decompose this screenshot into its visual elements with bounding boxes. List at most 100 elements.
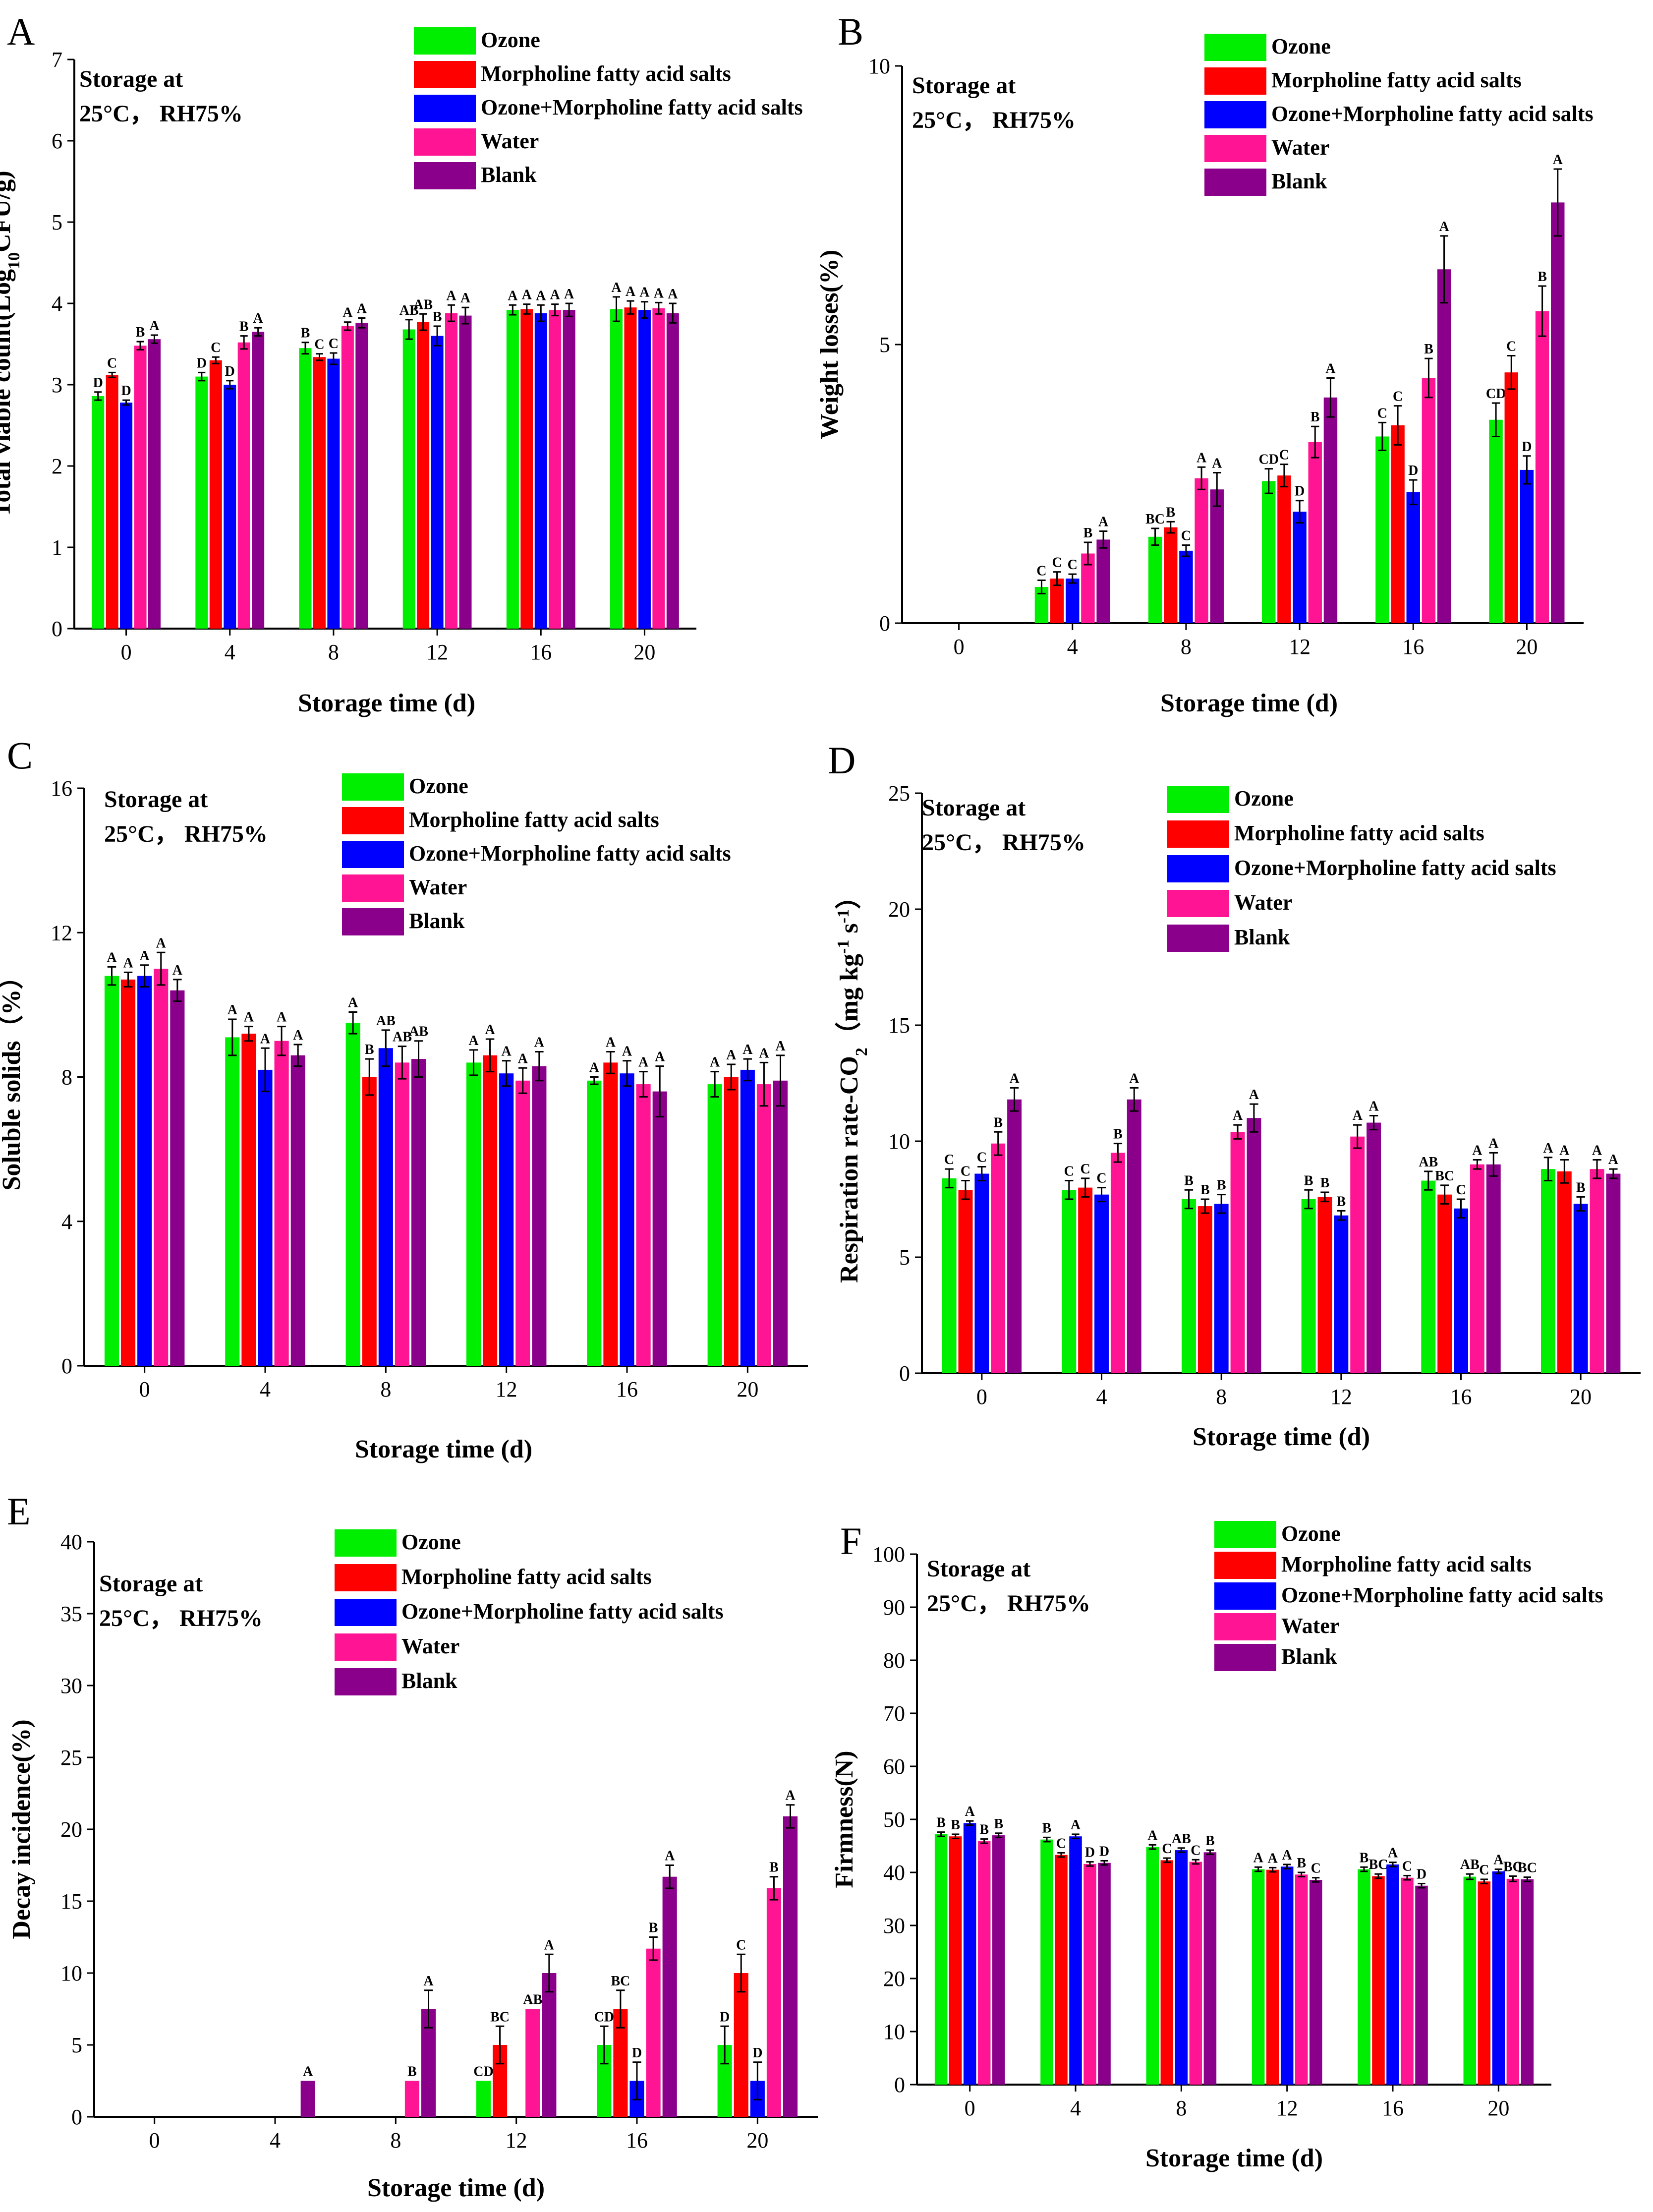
significance-label: A xyxy=(446,288,456,303)
x-tick-label: 0 xyxy=(121,640,132,664)
bar xyxy=(1040,1839,1053,2085)
bar xyxy=(1551,202,1565,623)
storage-note: 25°C， RH75% xyxy=(104,821,268,847)
bar xyxy=(1280,1866,1294,2085)
bar xyxy=(1415,1885,1428,2085)
significance-label: B xyxy=(1184,1173,1194,1188)
bar xyxy=(520,309,533,629)
significance-label: A xyxy=(1553,152,1563,168)
y-tick-label: 5 xyxy=(879,333,890,357)
significance-label: B xyxy=(1360,1850,1369,1865)
significance-label: B xyxy=(301,326,310,341)
bar xyxy=(1160,1860,1174,2085)
significance-label: A xyxy=(468,1033,479,1048)
y-tick-label: 10 xyxy=(888,1129,910,1154)
significance-label: C xyxy=(1081,1162,1090,1177)
significance-label: A xyxy=(1254,1850,1264,1865)
significance-label: A xyxy=(544,1937,555,1953)
y-tick-label: 90 xyxy=(883,1595,905,1620)
legend-swatch xyxy=(1167,820,1229,848)
legend-label: Ozone+Morpholine fatty acid salts xyxy=(1271,102,1594,126)
legend-label: Ozone xyxy=(409,774,468,798)
bar xyxy=(624,307,637,629)
bar xyxy=(300,2081,315,2117)
x-tick-label: 4 xyxy=(270,2128,281,2153)
legend-label: Blank xyxy=(409,909,465,933)
significance-label: B xyxy=(1576,1180,1586,1195)
bar xyxy=(258,1069,273,1366)
y-tick-label: 5 xyxy=(899,1245,910,1270)
y-axis-title: Respiration rate-CO2（mg kg-1 s-1） xyxy=(834,883,871,1283)
bar xyxy=(241,1034,256,1366)
bar xyxy=(652,1091,667,1366)
storage-note: Storage at xyxy=(104,786,208,813)
bar xyxy=(290,1055,305,1366)
bar xyxy=(1540,1169,1555,1373)
x-tick-label: 8 xyxy=(380,1377,391,1401)
bar xyxy=(459,315,472,629)
legend-swatch xyxy=(1204,169,1266,196)
significance-label: A xyxy=(1233,1108,1243,1123)
significance-label: A xyxy=(622,1044,632,1059)
y-tick-label: 20 xyxy=(883,1967,905,1991)
x-axis-title: Storage time (d) xyxy=(298,689,475,717)
significance-label: A xyxy=(1543,1141,1553,1156)
legend-label: Ozone+Morpholine fatty acid salts xyxy=(1281,1583,1603,1607)
y-tick-label: 5 xyxy=(52,210,62,234)
bar xyxy=(170,990,185,1366)
bar xyxy=(1358,1869,1370,2085)
bar xyxy=(724,1077,739,1366)
significance-label: A xyxy=(293,1028,303,1043)
x-tick-label: 4 xyxy=(1067,635,1078,659)
bar xyxy=(1096,539,1110,623)
significance-label: B xyxy=(1336,1194,1346,1209)
storage-note: Storage at xyxy=(99,1571,203,1597)
y-tick-label: 25 xyxy=(60,1746,82,1770)
significance-label: C xyxy=(1064,1164,1074,1179)
bar xyxy=(224,385,236,629)
significance-label: BC xyxy=(1369,1857,1388,1872)
y-tick-label: 30 xyxy=(883,1914,905,1938)
significance-label: A xyxy=(726,1048,737,1063)
significance-label: A xyxy=(1212,456,1222,471)
bar xyxy=(963,1823,976,2085)
bar xyxy=(1573,1204,1588,1373)
x-tick-label: 20 xyxy=(1570,1385,1592,1409)
x-tick-label: 4 xyxy=(225,640,235,664)
significance-label: A xyxy=(303,2064,313,2080)
significance-label: C xyxy=(1479,1863,1489,1878)
y-axis-title: Decay incidence(%) xyxy=(7,1719,36,1939)
panel-letter: D xyxy=(828,739,855,782)
bar xyxy=(355,323,368,629)
significance-label: A xyxy=(156,935,167,951)
x-tick-label: 12 xyxy=(1330,1385,1352,1409)
x-tick-label: 8 xyxy=(1176,2096,1187,2120)
bar xyxy=(1437,269,1451,623)
y-tick-label: 5 xyxy=(71,2033,82,2057)
significance-label: D xyxy=(720,2009,730,2025)
significance-label: B xyxy=(433,309,442,325)
y-tick-label: 20 xyxy=(888,897,910,922)
significance-label: A xyxy=(710,1055,720,1070)
legend: Ozone Morpholine fatty acid salts Ozone+Mo… xyxy=(1167,786,1556,952)
significance-label: C xyxy=(1506,339,1516,354)
significance-label: C xyxy=(1056,1836,1066,1851)
bar xyxy=(1247,1118,1261,1373)
legend-label: Morpholine fatty acid salts xyxy=(409,808,659,832)
significance-label: AB xyxy=(413,297,433,312)
bar xyxy=(1422,378,1436,623)
bar xyxy=(610,309,623,629)
x-tick-label: 8 xyxy=(328,640,339,664)
y-tick-label: 30 xyxy=(60,1674,82,1698)
significance-label: BC xyxy=(1503,1859,1523,1874)
bar xyxy=(773,1080,788,1366)
significance-label: A xyxy=(1282,1848,1293,1863)
bar xyxy=(1520,469,1534,623)
bar xyxy=(466,1062,481,1366)
bar xyxy=(120,403,133,629)
bar xyxy=(1317,1197,1332,1373)
bar xyxy=(411,1059,426,1366)
significance-label: A xyxy=(172,963,183,978)
